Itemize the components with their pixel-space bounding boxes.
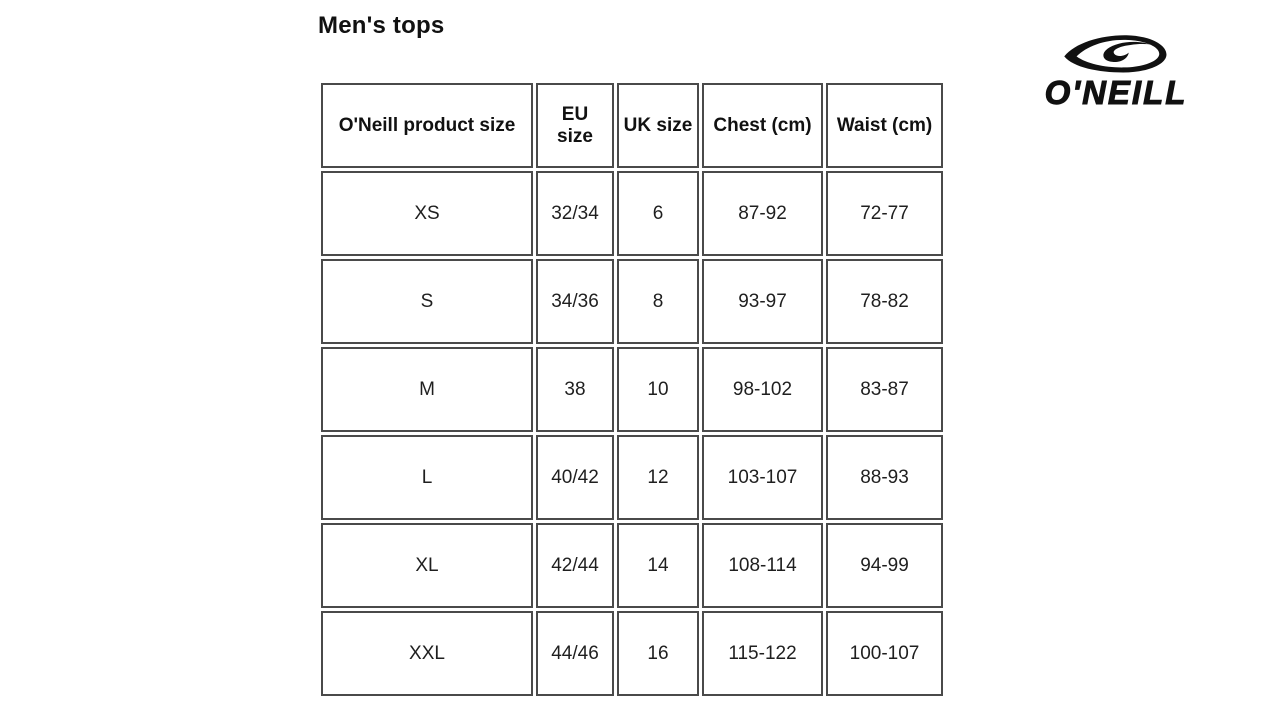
table-header-row: O'Neill product size EU size UK size Che… [321, 83, 943, 168]
column-header-chest: Chest (cm) [702, 83, 823, 168]
column-header-eu-size: EU size [536, 83, 614, 168]
cell-chest: 115-122 [702, 611, 823, 696]
cell-product-size: XL [321, 523, 533, 608]
cell-eu-size: 42/44 [536, 523, 614, 608]
cell-waist: 78-82 [826, 259, 943, 344]
oneill-logo: O'NEILL [1016, 34, 1216, 111]
cell-product-size: M [321, 347, 533, 432]
oneill-wordmark: O'NEILL [1044, 74, 1188, 111]
cell-eu-size: 40/42 [536, 435, 614, 520]
page-title: Men's tops [318, 12, 445, 39]
table-row-xl: XL 42/44 14 108-114 94-99 [321, 523, 943, 608]
table-row-xxl: XXL 44/46 16 115-122 100-107 [321, 611, 943, 696]
cell-uk-size: 14 [617, 523, 699, 608]
cell-waist: 83-87 [826, 347, 943, 432]
cell-chest: 93-97 [702, 259, 823, 344]
cell-waist: 88-93 [826, 435, 943, 520]
cell-uk-size: 10 [617, 347, 699, 432]
cell-uk-size: 8 [617, 259, 699, 344]
cell-uk-size: 6 [617, 171, 699, 256]
table-row-m: M 38 10 98-102 83-87 [321, 347, 943, 432]
table-row-s: S 34/36 8 93-97 78-82 [321, 259, 943, 344]
cell-chest: 87-92 [702, 171, 823, 256]
cell-product-size: XXL [321, 611, 533, 696]
cell-product-size: L [321, 435, 533, 520]
oneill-wave-icon [1064, 35, 1167, 73]
table-row-xs: XS 32/34 6 87-92 72-77 [321, 171, 943, 256]
cell-waist: 72-77 [826, 171, 943, 256]
cell-chest: 98-102 [702, 347, 823, 432]
column-header-waist: Waist (cm) [826, 83, 943, 168]
cell-eu-size: 38 [536, 347, 614, 432]
column-header-uk-size: UK size [617, 83, 699, 168]
cell-uk-size: 16 [617, 611, 699, 696]
cell-eu-size: 44/46 [536, 611, 614, 696]
cell-waist: 94-99 [826, 523, 943, 608]
cell-eu-size: 34/36 [536, 259, 614, 344]
column-header-product-size: O'Neill product size [321, 83, 533, 168]
cell-chest: 108-114 [702, 523, 823, 608]
cell-eu-size: 32/34 [536, 171, 614, 256]
cell-uk-size: 12 [617, 435, 699, 520]
cell-waist: 100-107 [826, 611, 943, 696]
cell-product-size: XS [321, 171, 533, 256]
cell-product-size: S [321, 259, 533, 344]
size-table: O'Neill product size EU size UK size Che… [318, 80, 946, 699]
table-row-l: L 40/42 12 103-107 88-93 [321, 435, 943, 520]
cell-chest: 103-107 [702, 435, 823, 520]
